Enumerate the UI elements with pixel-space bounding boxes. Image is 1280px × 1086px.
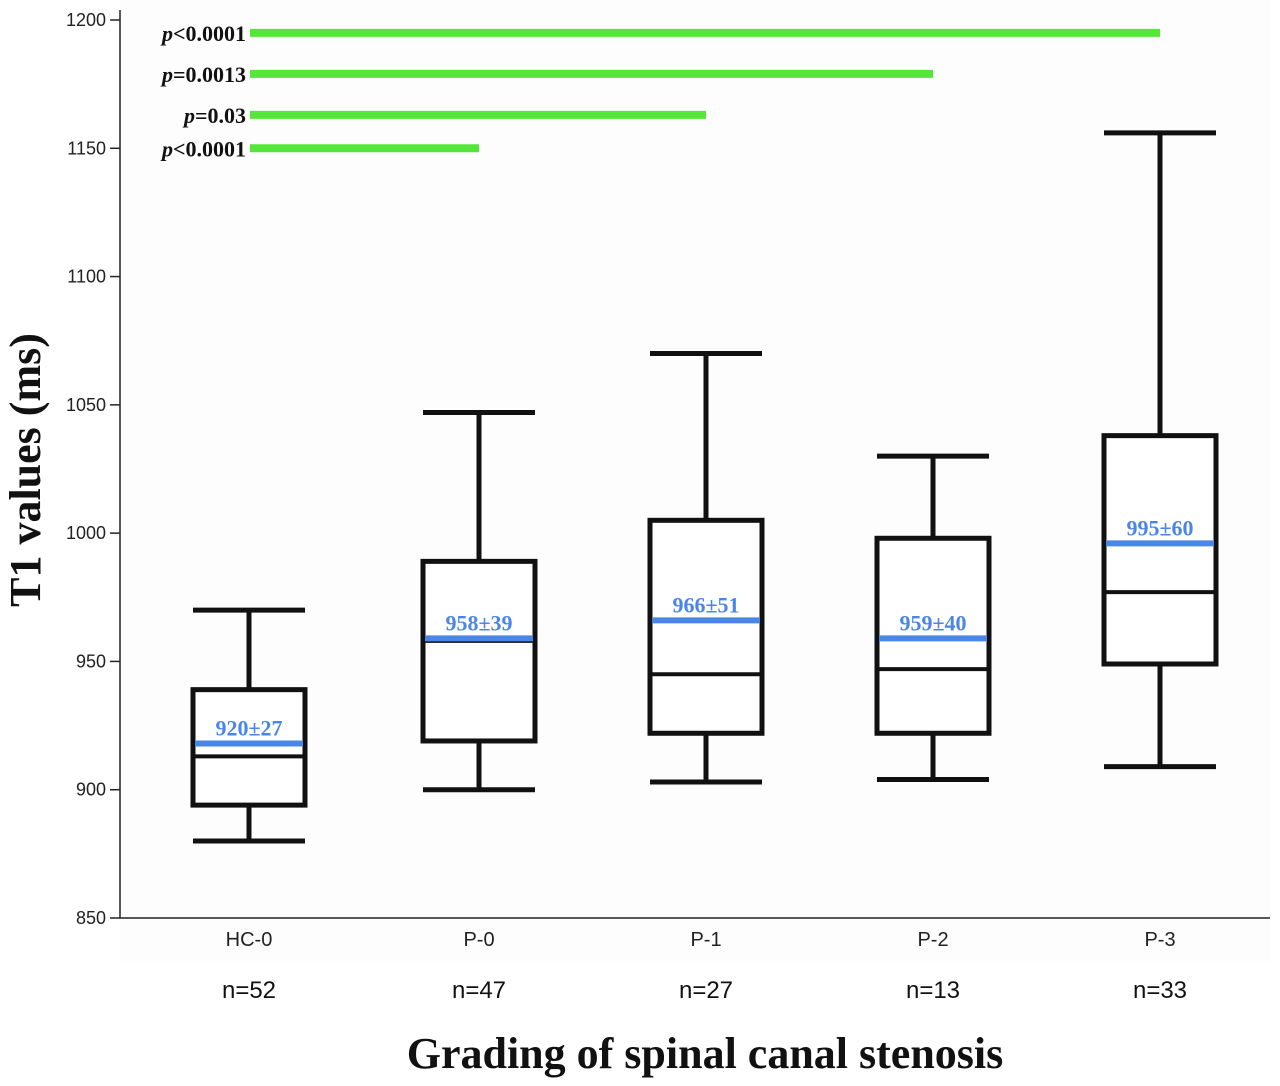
mean-label: 959±40 bbox=[899, 610, 966, 635]
x-axis-title: Grading of spinal canal stenosis bbox=[407, 1029, 1004, 1078]
x-tick-label: P-1 bbox=[690, 929, 721, 951]
x-tick-label: P-2 bbox=[917, 929, 948, 951]
sample-count-label: n=27 bbox=[679, 977, 733, 1004]
sample-count-label: n=13 bbox=[906, 977, 960, 1004]
y-tick-label: 850 bbox=[76, 908, 106, 928]
mean-label: 958±39 bbox=[445, 610, 512, 635]
sample-count-label: n=33 bbox=[1133, 977, 1187, 1004]
plot-area bbox=[120, 0, 1270, 962]
p-value-label: p=0.0013 bbox=[160, 62, 246, 87]
box-p-2: 959±40 bbox=[874, 453, 992, 782]
y-tick-label: 900 bbox=[76, 780, 106, 800]
comparison-3: p<0.0001 bbox=[160, 136, 479, 161]
mean-label: 920±27 bbox=[215, 716, 282, 741]
y-axis-title: T1 values (ms) bbox=[1, 333, 50, 607]
comparison-2: p=0.03 bbox=[182, 103, 706, 128]
x-tick-label: P-0 bbox=[463, 929, 494, 951]
sample-count-label: n=47 bbox=[452, 977, 506, 1004]
y-tick-label: 1000 bbox=[66, 523, 106, 543]
x-tick-label: P-3 bbox=[1144, 929, 1175, 951]
iqr-box bbox=[647, 517, 765, 736]
comparison-1: p=0.0013 bbox=[160, 62, 933, 87]
y-axis: 850 900 950 1000 1050 1100 1150 1200 bbox=[66, 10, 1270, 928]
comparison-0: p<0.0001 bbox=[160, 21, 1160, 46]
y-tick-label: 1200 bbox=[66, 10, 106, 30]
p-value-label: p<0.0001 bbox=[160, 21, 246, 46]
mean-label: 995±60 bbox=[1126, 515, 1193, 540]
y-tick-label: 1050 bbox=[66, 395, 106, 415]
y-tick-label: 1100 bbox=[67, 267, 106, 287]
y-tick-label: 950 bbox=[76, 651, 106, 671]
box-p-0: 958±39 bbox=[420, 410, 538, 793]
mean-label: 966±51 bbox=[672, 592, 739, 617]
box-hc-0: 920±27 bbox=[190, 607, 308, 844]
box-p-1: 966±51 bbox=[647, 351, 765, 785]
p-value-label: p<0.0001 bbox=[160, 136, 246, 161]
iqr-box bbox=[190, 687, 308, 808]
y-tick-label: 1150 bbox=[67, 138, 106, 158]
iqr-box bbox=[420, 558, 538, 744]
comparison-bars: p<0.0001 p=0.0013 p=0.03 p<0.0001 bbox=[160, 21, 1160, 161]
p-value-label: p=0.03 bbox=[182, 103, 246, 128]
boxes: 920±27 958±39 966±51 959±40 995±60 bbox=[190, 130, 1219, 844]
iqr-box bbox=[1101, 433, 1219, 667]
box-p-3: 995±60 bbox=[1101, 130, 1219, 770]
x-tick-label: HC-0 bbox=[226, 929, 273, 951]
x-axis-labels: HC-0 n=52 P-0 n=47 P-1 n=27 P-2 n=13 P-3 n=33 bbox=[222, 929, 1187, 1004]
sample-count-label: n=52 bbox=[222, 977, 276, 1004]
